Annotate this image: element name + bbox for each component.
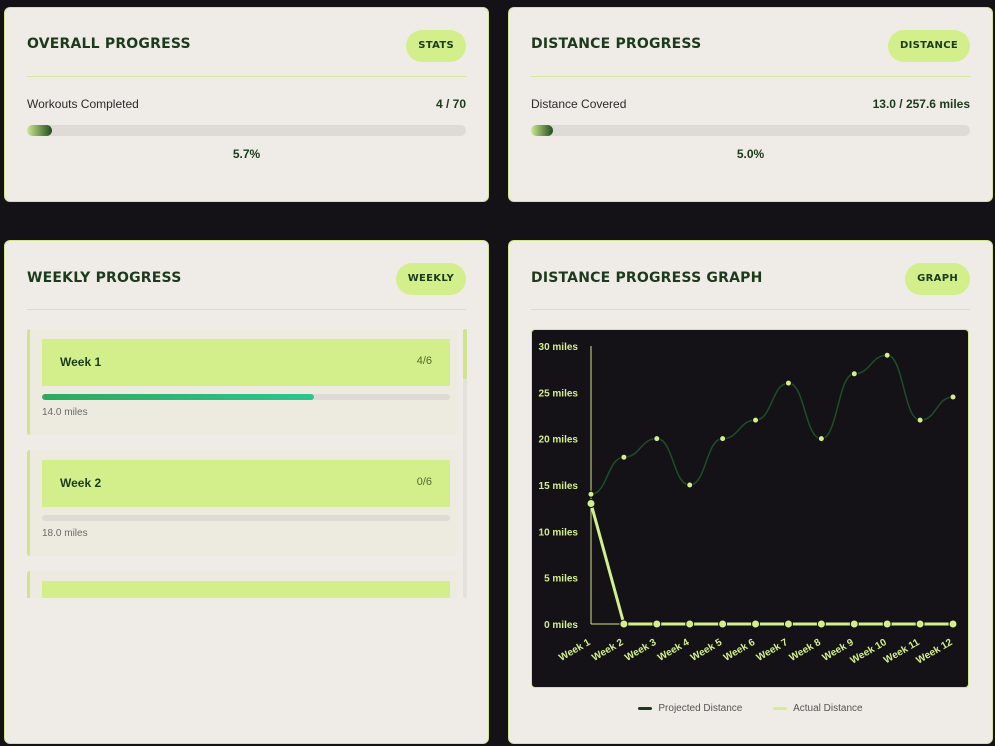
week-list[interactable]: Week 1 4/6 14.0 miles Week 2 0/6 18.0 mi… <box>27 329 461 598</box>
overall-progress-card: OVERALL PROGRESS STATS Workouts Complete… <box>4 7 489 202</box>
actual-data-point <box>751 619 761 629</box>
x-tick-label: Week 6 <box>722 637 758 664</box>
actual-data-point <box>619 619 629 629</box>
projected-data-point <box>883 351 891 359</box>
workouts-percent: 5.7% <box>232 147 261 161</box>
projected-data-point <box>620 453 628 461</box>
distance-graph-card: DISTANCE PROGRESS GRAPH GRAPH 0 miles 5 m… <box>508 240 993 744</box>
week-progress-bar <box>42 394 450 400</box>
actual-data-point <box>783 619 793 629</box>
x-tick-label: Week 8 <box>788 637 824 664</box>
card-title: WEEKLY PROGRESS <box>27 270 182 286</box>
week-header[interactable]: Week 2 0/6 <box>42 460 450 507</box>
week-progress-bar <box>42 515 450 521</box>
projected-data-point <box>949 393 957 401</box>
actual-data-point <box>652 619 662 629</box>
y-tick-label: 10 miles <box>539 527 579 538</box>
legend-actual[interactable]: Actual Distance <box>773 703 863 714</box>
actual-data-point <box>882 619 892 629</box>
weekly-badge[interactable]: WEEKLY <box>395 263 466 295</box>
distance-badge[interactable]: DISTANCE <box>888 30 970 62</box>
actual-series-line <box>589 502 955 626</box>
actual-data-point <box>718 619 728 629</box>
workouts-completed-label: Workouts Completed <box>27 97 139 111</box>
week-item[interactable] <box>27 571 457 598</box>
stats-badge[interactable]: STATS <box>406 30 466 62</box>
distance-progress-card: DISTANCE PROGRESS DISTANCE Distance Cove… <box>508 7 993 202</box>
legend-swatch-projected <box>638 706 653 710</box>
distance-percent: 5.0% <box>736 147 765 161</box>
actual-data-point <box>849 619 859 629</box>
divider <box>531 76 970 77</box>
projected-data-point <box>719 435 727 443</box>
x-tick-label: Week 1 <box>557 637 593 664</box>
weekly-progress-card: WEEKLY PROGRESS WEEKLY Week 1 4/6 14.0 m… <box>4 240 489 744</box>
card-title: OVERALL PROGRESS <box>27 36 191 52</box>
x-tick-label: Week 3 <box>623 637 659 664</box>
distance-chart: 0 miles 5 miles 10 miles 15 miles 20 miles 25… <box>531 329 969 688</box>
week-workout-count: 4/6 <box>416 355 432 367</box>
projected-data-point <box>587 490 595 498</box>
projected-series-line <box>590 354 954 496</box>
week-item[interactable]: Week 2 0/6 18.0 miles <box>27 450 457 556</box>
legend-label-actual: Actual Distance <box>793 703 863 714</box>
workouts-progress-fill <box>27 125 53 136</box>
card-title: DISTANCE PROGRESS <box>531 36 702 52</box>
divider <box>531 309 970 310</box>
week-miles: 18.0 miles <box>42 528 88 539</box>
divider <box>27 76 466 77</box>
graph-badge[interactable]: GRAPH <box>905 263 970 295</box>
projected-data-point <box>784 379 792 387</box>
x-tick-label: Week 11 <box>882 637 922 666</box>
week-name: Week 1 <box>60 355 102 369</box>
projected-data-point <box>653 435 661 443</box>
card-title: DISTANCE PROGRESS GRAPH <box>531 270 763 286</box>
projected-data-point <box>817 435 825 443</box>
distance-progress-fill <box>531 125 553 136</box>
y-tick-label: 25 miles <box>539 388 579 399</box>
y-tick-label: 5 miles <box>544 574 578 585</box>
legend-label-projected: Projected Distance <box>658 703 743 714</box>
week-list-scrollbar[interactable] <box>463 329 467 598</box>
projected-data-point <box>752 416 760 424</box>
projected-data-point <box>916 416 924 424</box>
projected-data-point <box>686 481 694 489</box>
x-tick-label: Week 2 <box>590 637 626 664</box>
week-name: Week 2 <box>60 476 102 490</box>
y-tick-label: 15 miles <box>539 481 579 492</box>
actual-data-point <box>915 619 925 629</box>
y-tick-label: 0 miles <box>544 620 578 631</box>
x-tick-label: Week 5 <box>689 637 725 664</box>
projected-data-point <box>850 370 858 378</box>
chart-legend: Projected Distance Actual Distance <box>509 703 992 714</box>
x-tick-label: Week 10 <box>849 637 889 667</box>
legend-projected[interactable]: Projected Distance <box>638 703 742 714</box>
distance-line-chart: 0 miles 5 miles 10 miles 15 miles 20 miles 25… <box>539 342 958 667</box>
workouts-progress-bar <box>27 125 466 136</box>
distance-covered-label: Distance Covered <box>531 97 627 111</box>
week-header[interactable]: Week 1 4/6 <box>42 339 450 386</box>
y-tick-label: 30 miles <box>539 342 579 353</box>
x-tick-label: Week 7 <box>755 637 791 664</box>
actual-data-point <box>586 499 596 509</box>
divider <box>27 309 466 310</box>
actual-data-point <box>816 619 826 629</box>
week-progress-fill <box>42 394 315 400</box>
workouts-completed-value: 4 / 70 <box>435 97 466 111</box>
distance-covered-value: 13.0 / 257.6 miles <box>872 97 970 111</box>
actual-data-point <box>948 619 958 629</box>
y-tick-label: 20 miles <box>539 435 579 446</box>
week-workout-count: 0/6 <box>416 476 432 488</box>
scrollbar-thumb[interactable] <box>463 329 467 379</box>
actual-data-point <box>685 619 695 629</box>
week-header[interactable] <box>42 581 450 598</box>
distance-progress-bar <box>531 125 970 136</box>
week-item[interactable]: Week 1 4/6 14.0 miles <box>27 329 457 435</box>
x-tick-label: Week 4 <box>656 637 692 664</box>
legend-swatch-actual <box>773 706 788 710</box>
week-miles: 14.0 miles <box>42 407 88 418</box>
x-tick-label: Week 12 <box>914 637 954 667</box>
